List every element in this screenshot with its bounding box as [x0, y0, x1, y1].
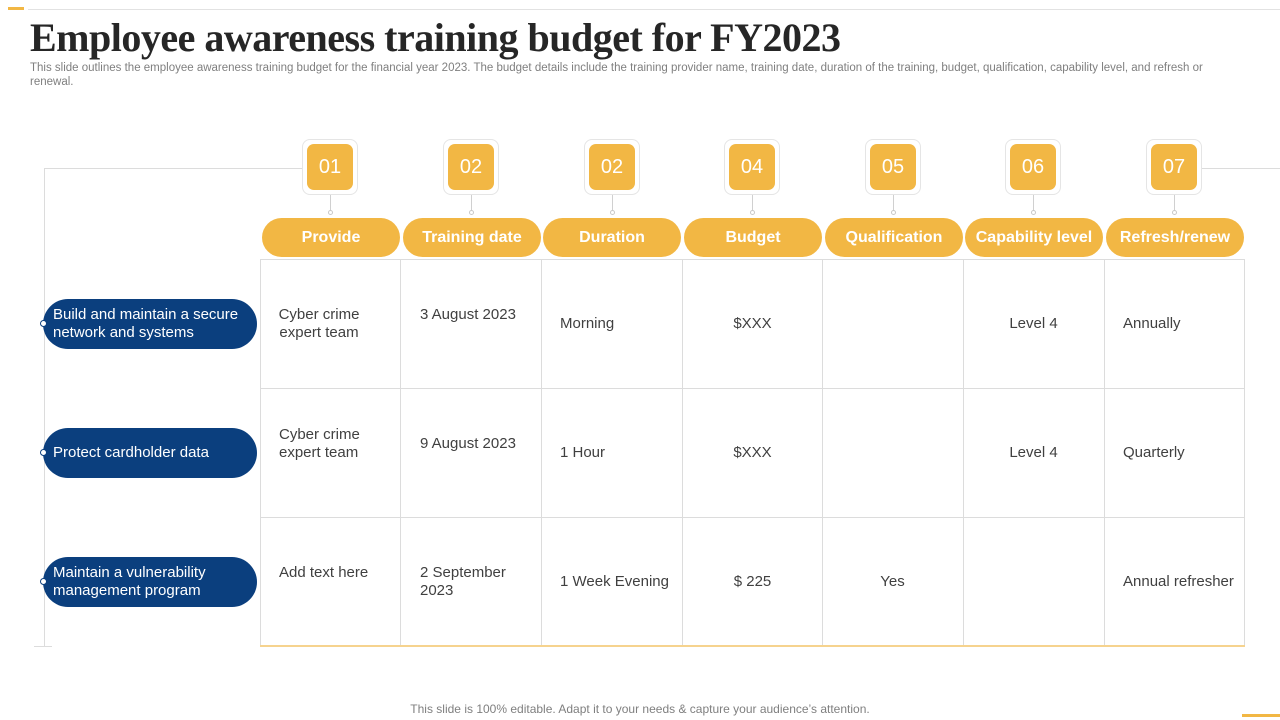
- column-number: 02: [589, 144, 635, 190]
- badge-stem-dot: [469, 210, 474, 215]
- table-row-divider: [260, 517, 1245, 518]
- table-cell: $XXX: [733, 444, 772, 461]
- table-cell: Cyber crime expert team: [279, 426, 360, 461]
- row-label-protect-cardholder: Protect cardholder data: [43, 428, 257, 478]
- row-label-secure-network: Build and maintain a secure network and …: [43, 299, 257, 349]
- table-cell: $XXX: [733, 315, 772, 332]
- badge-stem-dot: [1031, 210, 1036, 215]
- column-badge-7: 07: [1146, 139, 1202, 195]
- badge-stem: [893, 195, 894, 212]
- badge-stem-dot: [750, 210, 755, 215]
- column-number: 01: [307, 144, 353, 190]
- badge-stem: [752, 195, 753, 212]
- column-badge-2: 02: [443, 139, 499, 195]
- row-connector-dot: [40, 449, 47, 456]
- badge-stem: [471, 195, 472, 212]
- connector-top-line: [44, 168, 303, 169]
- table-column-divider: [822, 259, 823, 646]
- table-bottom-accent: [260, 645, 1245, 647]
- table-cell: Yes: [880, 573, 905, 590]
- column-badge-5: 05: [865, 139, 921, 195]
- table-cell: Annual refresher: [1123, 573, 1234, 590]
- table-row-divider: [260, 388, 1245, 389]
- column-badge-1: 01: [302, 139, 358, 195]
- column-header-capability-level: Capability level: [965, 218, 1103, 257]
- connector-right-line: [1202, 168, 1280, 169]
- badge-stem-dot: [1172, 210, 1177, 215]
- column-header-budget: Budget: [684, 218, 822, 257]
- column-number: 07: [1151, 144, 1197, 190]
- column-number: 02: [448, 144, 494, 190]
- column-badge-4: 04: [724, 139, 780, 195]
- badge-stem: [612, 195, 613, 212]
- table-column-divider: [963, 259, 964, 646]
- row-connector-dot: [40, 320, 47, 327]
- table-cell: Level 4: [1009, 444, 1058, 461]
- table-cell: Quarterly: [1123, 444, 1185, 461]
- column-badge-3: 02: [584, 139, 640, 195]
- top-accent-bar: [8, 7, 24, 10]
- table-cell: 3 August 2023: [420, 306, 516, 323]
- column-header-qualification: Qualification: [825, 218, 963, 257]
- slide-subtitle: This slide outlines the employee awarene…: [30, 62, 1203, 88]
- table-cell: $ 225: [733, 573, 772, 590]
- table-cell: 2 September 2023: [420, 564, 506, 599]
- connector-left-line: [44, 168, 45, 646]
- badge-stem-dot: [610, 210, 615, 215]
- row-label-vulnerability-program: Maintain a vulnerability management prog…: [43, 557, 257, 607]
- badge-stem: [1174, 195, 1175, 212]
- table-column-divider: [682, 259, 683, 646]
- table-cell: 9 August 2023: [420, 435, 516, 452]
- table-cell: Morning: [560, 315, 615, 332]
- column-header-refresh-renew: Refresh/renew: [1106, 218, 1244, 257]
- top-divider: [28, 9, 1280, 10]
- table-cell: Cyber crime expert team: [278, 306, 360, 341]
- column-badge-6: 06: [1005, 139, 1061, 195]
- table-cell: 1 Hour: [560, 444, 606, 461]
- column-number: 04: [729, 144, 775, 190]
- table-cell: Add text here: [279, 564, 369, 581]
- table-column-divider: [541, 259, 542, 646]
- badge-stem-dot: [328, 210, 333, 215]
- badge-stem-dot: [891, 210, 896, 215]
- column-header-training-date: Training date: [403, 218, 541, 257]
- connector-bottom-tick: [34, 646, 52, 647]
- table-cell: Level 4: [1009, 315, 1058, 332]
- table-column-divider: [1104, 259, 1105, 646]
- table-cell: Annually: [1123, 315, 1181, 332]
- column-number: 06: [1010, 144, 1056, 190]
- table-cell: 1 Week Evening: [560, 573, 669, 590]
- badge-stem: [330, 195, 331, 212]
- column-number: 05: [870, 144, 916, 190]
- bottom-accent-bar: [1242, 714, 1280, 717]
- row-connector-dot: [40, 578, 47, 585]
- table-column-divider: [400, 259, 401, 646]
- column-header-duration: Duration: [543, 218, 681, 257]
- slide-footer-note: This slide is 100% editable. Adapt it to…: [410, 702, 870, 716]
- badge-stem: [1033, 195, 1034, 212]
- slide-title: Employee awareness training budget for F…: [30, 15, 841, 60]
- column-header-provide: Provide: [262, 218, 400, 257]
